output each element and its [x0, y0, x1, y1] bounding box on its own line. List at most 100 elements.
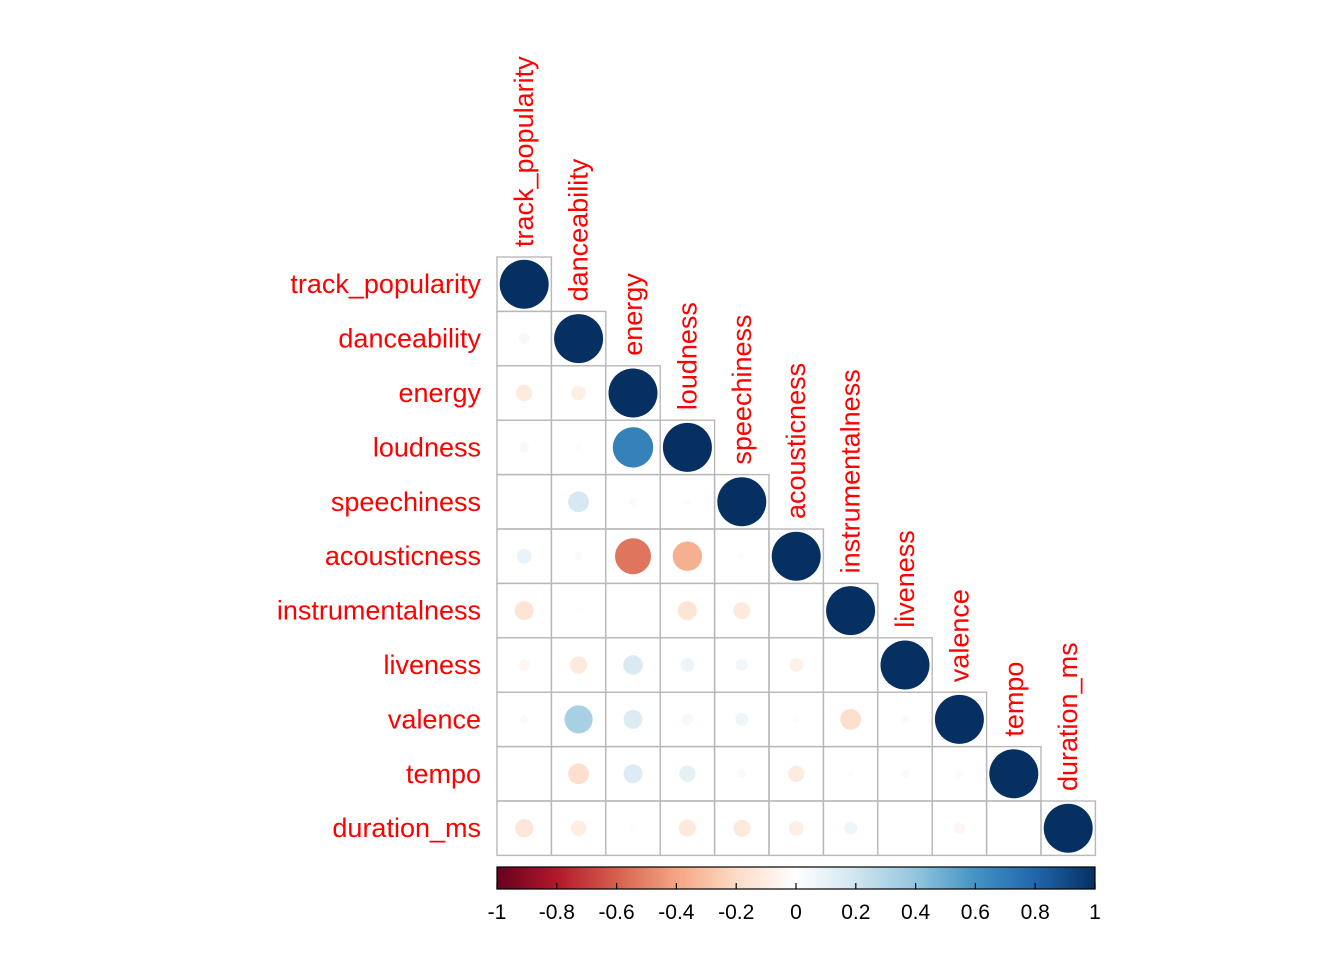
colorbar: -1 -0.8 -0.6 -0.4 -0.2 0 0.2 0.4 0.6 0.8 1 — [488, 866, 1101, 924]
cell-liveness-track_popularity — [496, 637, 553, 693]
cell-liveness-instrumentalness — [822, 637, 879, 693]
cell-border — [985, 800, 1042, 857]
column-label-valence: valence — [944, 589, 974, 682]
cell-tempo-liveness — [877, 745, 933, 802]
correlation-circle — [844, 821, 858, 835]
correlation-circle — [900, 769, 910, 779]
row-labels: track_popularity danceability energy loudne… — [277, 269, 482, 843]
correlation-circle — [788, 765, 805, 782]
correlation-circle — [575, 443, 583, 451]
correlation-circle — [519, 442, 530, 453]
correlation-circle — [792, 715, 800, 723]
correlation-circle — [514, 601, 534, 621]
cell-track_popularity-track_popularity — [496, 256, 553, 313]
correlation-circle — [847, 770, 855, 778]
cell-valence-loudness — [659, 691, 716, 748]
correlation-circle — [499, 259, 549, 309]
correlation-circle — [683, 498, 691, 506]
row-label-tempo: tempo — [406, 759, 481, 789]
colorbar-tick-label: -0.4 — [658, 901, 695, 924]
cell-duration_ms-loudness — [659, 800, 716, 857]
correlation-circle — [955, 769, 964, 779]
correlation-circle — [789, 658, 804, 672]
cell-speechiness-energy — [605, 473, 661, 530]
cell-acousticness-acousticness — [768, 528, 825, 585]
cell-danceability-danceability — [550, 310, 607, 367]
correlation-circle — [628, 497, 638, 507]
correlation-circle — [662, 422, 712, 472]
correlation-circle — [518, 659, 530, 671]
correlation-circle — [677, 601, 697, 621]
cell-tempo-instrumentalness — [822, 745, 879, 802]
cell-tempo-acousticness — [768, 745, 825, 802]
row-label-energy: energy — [398, 378, 481, 408]
cell-valence-acousticness — [768, 691, 825, 748]
correlation-circle — [516, 548, 532, 564]
correlation-circle — [623, 655, 643, 675]
cell-energy-danceability — [550, 365, 607, 421]
cell-tempo-tempo — [985, 745, 1042, 802]
cell-speechiness-loudness — [659, 473, 716, 530]
correlation-circle — [574, 551, 583, 561]
row-label-acousticness: acousticness — [325, 541, 481, 571]
column-label-loudness: loudness — [672, 302, 702, 410]
cell-instrumentalness-energy — [605, 582, 661, 639]
cell-liveness-danceability — [550, 637, 607, 693]
cell-loudness-track_popularity — [496, 419, 553, 476]
cell-duration_ms-danceability — [550, 800, 607, 857]
cell-border — [768, 582, 825, 639]
correlation-circle — [564, 705, 593, 734]
colorbar-tick-label: 0.8 — [1021, 901, 1050, 924]
column-label-danceability: danceability — [564, 158, 594, 301]
cell-duration_ms-tempo — [985, 800, 1042, 857]
colorbar-tick-label: -0.2 — [718, 901, 754, 924]
cell-border — [1040, 800, 1097, 857]
correlation-circle — [840, 709, 861, 730]
cell-speechiness-track_popularity — [496, 473, 553, 530]
cell-instrumentalness-loudness — [659, 582, 716, 639]
correlation-circle — [615, 538, 651, 575]
cell-instrumentalness-track_popularity — [496, 582, 553, 639]
cell-instrumentalness-acousticness — [768, 582, 825, 639]
correlation-circle — [953, 822, 965, 834]
correlation-circle — [989, 749, 1039, 799]
cell-duration_ms-track_popularity — [496, 800, 553, 857]
colorbar-tick-label: -0.8 — [539, 901, 575, 924]
cell-duration_ms-speechiness — [713, 800, 770, 857]
cell-duration_ms-energy — [605, 800, 661, 857]
correlation-circle — [902, 825, 908, 831]
cell-duration_ms-liveness — [877, 800, 933, 857]
cell-liveness-speechiness — [713, 637, 770, 693]
correlation-circle — [608, 368, 658, 418]
cell-duration_ms-duration_ms — [1040, 800, 1097, 857]
cell-valence-energy — [605, 691, 661, 748]
cell-danceability-track_popularity — [496, 310, 553, 367]
cell-valence-speechiness — [713, 691, 770, 748]
correlation-circle — [521, 499, 527, 505]
row-label-valence: valence — [388, 704, 481, 734]
row-label-speechiness: speechiness — [331, 487, 481, 517]
correlation-circle — [680, 658, 695, 672]
row-label-liveness: liveness — [383, 650, 481, 680]
correlation-circle — [681, 713, 693, 725]
correlation-circle — [880, 640, 930, 690]
colorbar-tick-label: 1 — [1089, 901, 1101, 924]
cell-border — [496, 745, 553, 802]
correlation-circle — [735, 712, 749, 726]
correlation-circle — [735, 659, 748, 671]
correlation-circle — [733, 819, 751, 837]
cell-tempo-danceability — [550, 745, 607, 802]
correlation-circle — [623, 764, 643, 784]
cell-speechiness-danceability — [550, 473, 607, 530]
cell-tempo-speechiness — [713, 745, 770, 802]
correlation-circle — [568, 763, 589, 785]
cell-valence-liveness — [877, 691, 933, 748]
cell-valence-track_popularity — [496, 691, 553, 748]
cell-duration_ms-valence — [931, 800, 988, 857]
cell-tempo-loudness — [659, 745, 716, 802]
correlation-circle — [737, 769, 747, 779]
row-label-instrumentalness: instrumentalness — [277, 596, 481, 626]
correlation-circle — [570, 820, 587, 836]
correlation-circle — [568, 491, 589, 513]
